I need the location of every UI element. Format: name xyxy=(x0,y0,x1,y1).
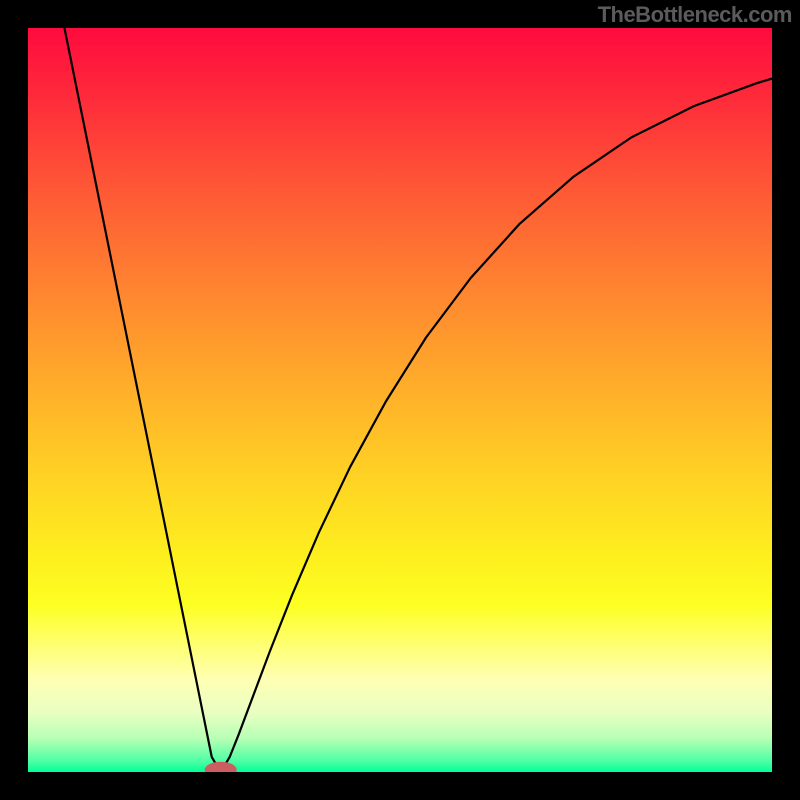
chart-frame: TheBottleneck.com xyxy=(0,0,800,800)
watermark-text: TheBottleneck.com xyxy=(598,2,792,28)
bottleneck-chart xyxy=(28,28,772,772)
